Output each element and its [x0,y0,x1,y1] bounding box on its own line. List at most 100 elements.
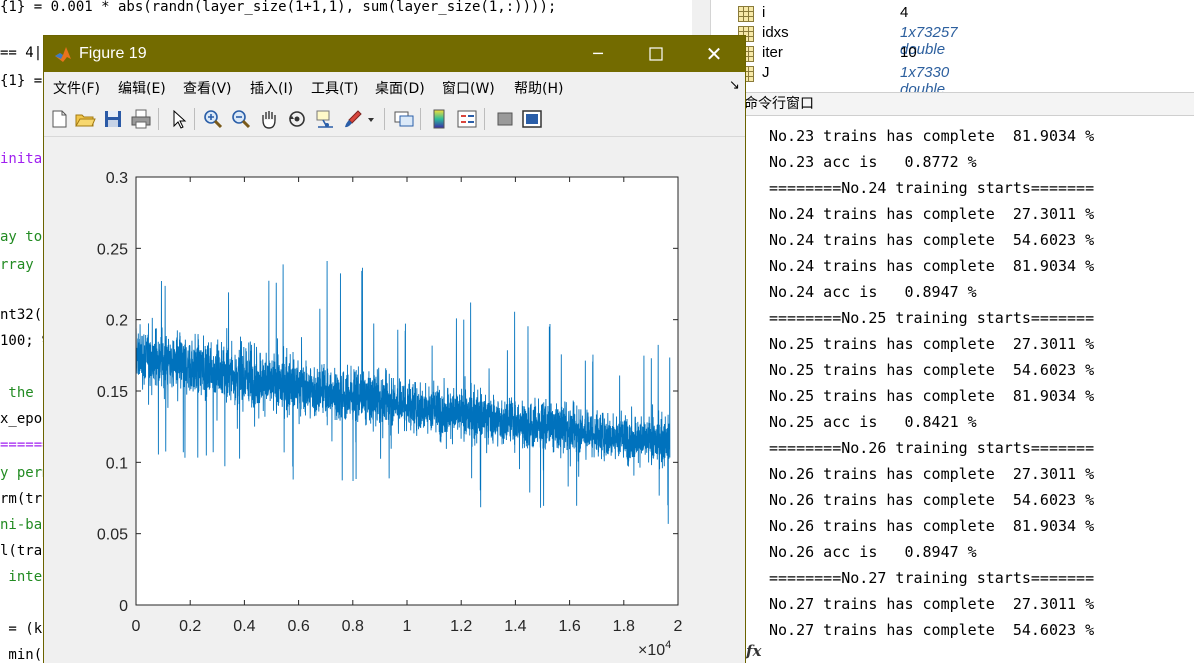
colorbar-icon[interactable] [428,108,450,130]
new-figure-icon[interactable] [48,108,70,130]
menu-help[interactable]: 帮助(H) [514,81,564,97]
rotate-3d-icon[interactable] [286,108,308,130]
menu-tools[interactable]: 工具(T) [311,81,359,97]
command-output-line: ========No.26 training starts======= [769,439,1095,457]
toolbar-separator [158,108,159,130]
zoom-out-icon[interactable] [230,108,252,130]
menu-file[interactable]: 文件(F) [53,81,100,97]
code-line[interactable]: y perm [0,465,51,481]
command-window-output[interactable]: No.23 trains has complete 81.9034 % No.23… [769,123,1094,643]
command-output-line: No.25 trains has complete 54.6023 % [769,361,1095,379]
close-button[interactable]: ✕ [705,42,723,66]
command-output-line: No.23 trains has complete 81.9034 % [769,127,1095,145]
command-output-line: No.25 acc is 0.8421 % [769,413,977,431]
y-tick-label: 0.15 [97,384,128,401]
fx-icon[interactable]: fx [746,642,762,660]
menu-window[interactable]: 窗口(W) [442,81,495,97]
x-tick-label: 0.8 [342,618,364,635]
x-axis-exponent: ×104 [638,639,671,659]
y-tick-label: 0 [119,598,128,615]
command-output-line: No.27 trains has complete 27.3011 % [769,595,1095,613]
y-tick-label: 0.2 [106,313,128,330]
toolbar-separator [484,108,485,130]
series-line[interactable] [135,261,671,524]
data-cursor-icon[interactable] [314,108,336,130]
code-line[interactable]: inita [0,151,43,167]
brush-dropdown-icon[interactable] [366,108,376,130]
figure-titlebar[interactable]: Figure 19 ─ ✕ [44,36,745,72]
series-group [135,261,671,524]
command-output-line: No.26 acc is 0.8947 % [769,543,977,561]
code-line[interactable]: ====== [0,437,51,453]
maximize-button[interactable] [627,36,685,72]
code-line[interactable]: {1} = [0,73,43,89]
save-icon[interactable] [102,108,124,130]
code-line[interactable]: = (k- [0,621,51,637]
x-tick-label: 0.6 [287,618,309,635]
menu-edit[interactable]: 编辑(E) [118,81,166,97]
code-line[interactable]: nt32( [0,307,43,323]
command-window-title-text: 命令行窗口 [744,96,814,112]
command-output-line: No.26 trains has complete 27.3011 % [769,465,1095,483]
legend-icon[interactable] [456,108,478,130]
hide-plot-tools-icon[interactable] [494,108,516,130]
x-tick-label: 1 [403,618,412,635]
workspace-var-value: 4 [900,4,909,21]
code-line[interactable]: rray [0,257,34,273]
print-icon[interactable] [130,108,152,130]
code-line[interactable]: min( [0,647,43,663]
code-line[interactable]: ay to [0,229,43,245]
open-file-icon[interactable] [74,108,96,130]
toolbar-separator [420,108,421,130]
menu-view[interactable]: 查看(V) [183,81,232,97]
y-tick-label: 0.1 [106,455,128,472]
figure-window[interactable]: Figure 19 ─ ✕ 文件(F) 编辑(E) 查看(V) 插入(I) 工具(T) 桌… [44,36,745,663]
line-chart[interactable]: 0 0.2 0.4 0.6 0.8 1 1.2 1.4 1.6 1.8 2 0 0.05 0.1 0.15 0… [44,137,745,663]
menu-desktop[interactable]: 桌面(D) [375,81,425,97]
command-output-line: No.25 trains has complete 27.3011 % [769,335,1095,353]
y-tick-label: 0.05 [97,527,128,544]
right-panel: i 4 idxs 1x73257 double iter 10 J 1x7330 double… [692,0,1194,663]
command-output-line: No.24 trains has complete 27.3011 % [769,205,1095,223]
zoom-in-icon[interactable] [202,108,224,130]
menu-insert[interactable]: 插入(I) [250,81,294,97]
maximize-icon [649,47,663,61]
plot-area[interactable]: 0 0.2 0.4 0.6 0.8 1 1.2 1.4 1.6 1.8 2 0 0.05 0.1 0.15 0… [44,137,745,663]
code-line[interactable]: inter [0,569,51,585]
code-line[interactable]: 100; % [0,333,51,349]
x-tick-label: 1.8 [613,618,635,635]
workspace-var-name: iter [762,44,783,61]
x-axis-exponent-base: ×10 [638,642,665,659]
show-plot-tools-icon[interactable] [521,108,543,130]
code-line[interactable]: l(tra [0,543,43,559]
workspace-var-name: idxs [762,24,789,41]
command-output-line: ========No.24 training starts======= [769,179,1095,197]
command-output-line: No.27 trains has complete 54.6023 % [769,621,1095,639]
figure-menubar: 文件(F) 编辑(E) 查看(V) 插入(I) 工具(T) 桌面(D) 窗口(W) 帮助(H)… [44,72,745,102]
x-tick-label: 1.6 [558,618,580,635]
code-line[interactable]: x_epoc [0,411,51,427]
workspace-var-value: 1x73257 double [900,24,958,58]
matlab-logo-icon [55,47,71,62]
link-plot-icon[interactable] [393,108,415,130]
code-line[interactable]: the d [0,385,51,401]
x-axis-exponent-power: 4 [665,639,671,651]
minimize-button[interactable]: ─ [593,44,603,63]
code-line[interactable]: ni-bat [0,517,51,533]
x-tick-label: 2 [674,618,683,635]
menu-overflow-icon[interactable]: ↘ [729,78,740,93]
workspace-var-name: J [762,64,770,81]
pointer-icon[interactable] [168,108,190,130]
ticks-group: 0 0.2 0.4 0.6 0.8 1 1.2 1.4 1.6 1.8 2 0 0.05 0.1 0.15 0… [97,170,683,635]
x-tick-label: 1.4 [504,618,526,635]
pan-hand-icon[interactable] [258,108,280,130]
code-line[interactable]: rm(tra [0,491,51,507]
code-line[interactable]: {1} = 0.001 * abs(randn(layer_size(1+1,1… [0,0,557,15]
figure-toolbar [44,102,745,137]
command-output-line: No.23 acc is 0.8772 % [769,153,977,171]
brush-icon[interactable] [342,108,364,130]
workspace-var-name: i [762,4,766,21]
command-output-line: No.24 acc is 0.8947 % [769,283,977,301]
code-line[interactable]: == 4| [0,45,43,61]
command-output-line: ========No.25 training starts======= [769,309,1095,327]
